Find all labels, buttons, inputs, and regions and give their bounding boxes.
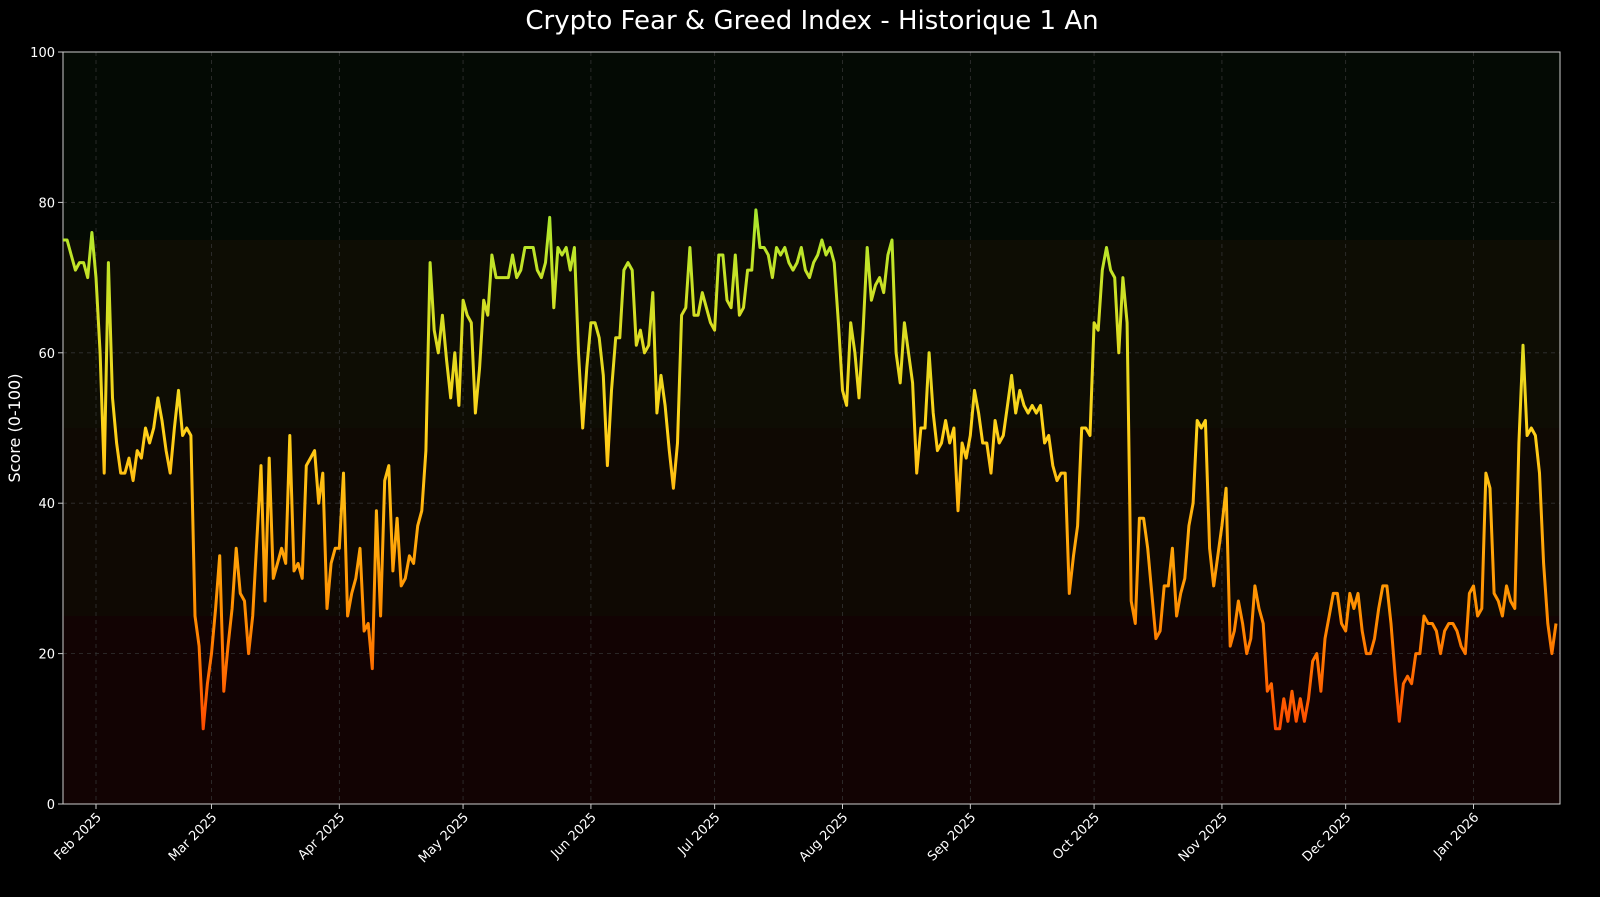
x-tick-label: Apr 2025 [295,810,348,863]
x-tick-label: Aug 2025 [796,810,851,865]
x-tick-label: Jan 2026 [1431,810,1483,862]
x-tick-label: Sep 2025 [925,810,979,864]
x-tick-label: Nov 2025 [1176,810,1231,865]
x-tick-label: Oct 2025 [1050,810,1103,863]
zone-band [63,616,1560,804]
x-tick-label: Dec 2025 [1300,810,1355,865]
y-axis-label: Score (0-100) [5,374,24,483]
chart-title: Crypto Fear & Greed Index - Historique 1… [525,6,1098,36]
index-line [63,208,1558,731]
y-tick-label: 40 [38,497,55,512]
y-tick-label: 100 [30,46,55,61]
plot-frame [62,51,1561,805]
y-tick-label: 80 [38,196,55,211]
zone-band [63,52,1560,240]
x-tick-label: Feb 2025 [52,810,105,863]
x-tick-label: May 2025 [416,810,472,866]
x-tick-label: Jul 2025 [675,810,724,859]
zone-band [63,428,1560,616]
y-tick-label: 60 [38,347,55,362]
x-tick-label: Mar 2025 [166,810,220,864]
y-tick-label: 0 [47,798,55,813]
y-tick-label: 20 [38,648,55,663]
x-tick-label: Jun 2025 [548,810,600,862]
